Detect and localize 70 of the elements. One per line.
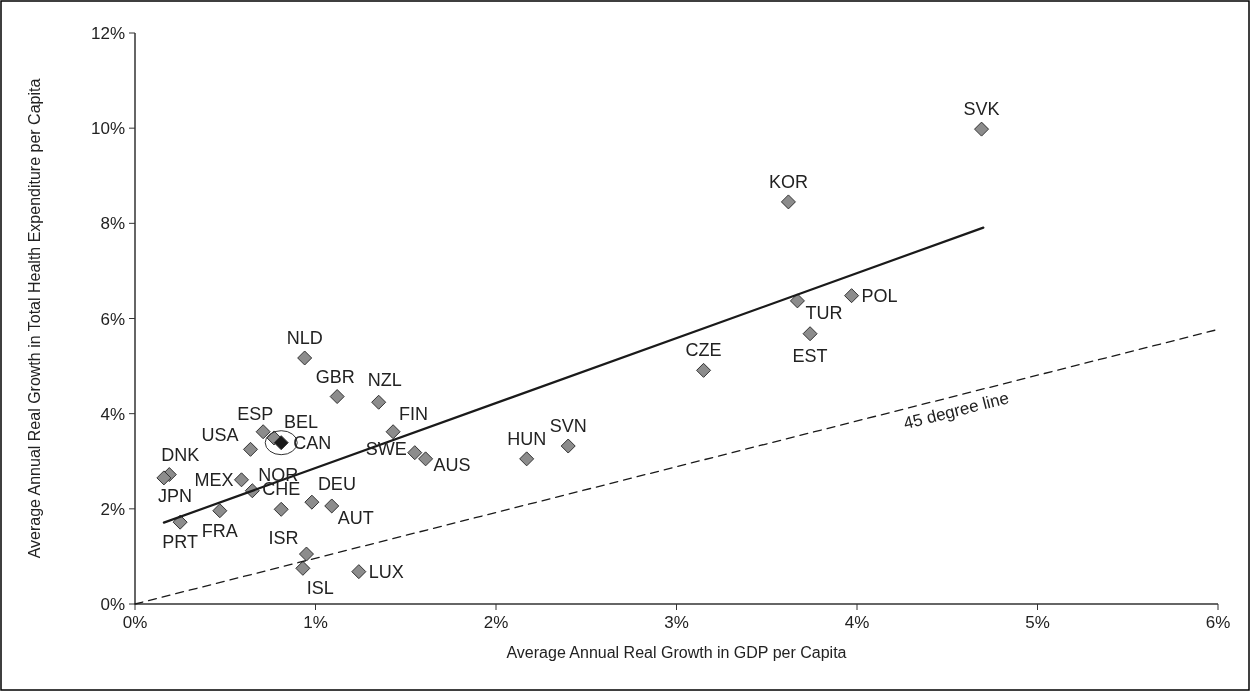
x-tick-label: 4% <box>844 613 870 632</box>
point <box>696 362 712 378</box>
annotation: LUX <box>368 561 404 582</box>
y-tick-label: 8% <box>100 214 125 234</box>
point <box>295 560 311 576</box>
y-axis-title: Average Annual Real Growth in Total Health Expenditure per Capita <box>26 78 43 559</box>
point <box>418 451 434 467</box>
point <box>974 121 990 137</box>
annotation: USA <box>201 425 239 446</box>
x-tick-label: 3% <box>664 613 689 632</box>
point <box>255 424 271 440</box>
annotation: POL <box>861 285 898 306</box>
point <box>329 389 345 405</box>
annotation: ISR <box>268 528 299 549</box>
point <box>212 503 228 519</box>
x-tick-label: 1% <box>303 613 328 632</box>
annotation: FRA <box>201 520 238 541</box>
point <box>789 293 805 309</box>
x-tick-label: 6% <box>1205 613 1231 632</box>
point <box>156 470 172 486</box>
annotation: SVK <box>963 99 1000 120</box>
point <box>780 194 796 210</box>
annotation: TUR <box>805 302 843 323</box>
annotation: PRT <box>162 532 198 553</box>
annotation: SVN <box>549 416 587 437</box>
annotation: ESP <box>237 403 274 424</box>
point <box>844 288 860 304</box>
point <box>234 472 249 488</box>
x-axis-title: Average Annual Real Growth in GDP per Capita <box>506 644 847 661</box>
point <box>407 445 423 461</box>
annotation: ISL <box>306 578 334 599</box>
y-tick-label: 0% <box>100 595 125 614</box>
x-tick-label: 5% <box>1025 613 1050 632</box>
annotation: NZL <box>367 370 402 391</box>
point <box>297 350 313 366</box>
point <box>351 564 367 580</box>
annotation: AUS <box>433 454 471 475</box>
y-tick-label: 2% <box>100 499 125 519</box>
annotation: DNK <box>161 444 200 465</box>
annotation: KOR <box>768 171 808 192</box>
point <box>324 498 340 514</box>
annotation: NLD <box>286 327 323 348</box>
point <box>519 451 535 467</box>
y-tick-label: 6% <box>100 309 125 329</box>
annotation: EST <box>792 345 828 366</box>
point <box>304 494 320 510</box>
annotation: MEX <box>194 469 234 490</box>
point <box>802 326 818 342</box>
annotation: DEU <box>317 474 356 495</box>
point <box>560 438 576 454</box>
annotation: GBR <box>315 366 355 387</box>
point <box>385 424 401 440</box>
annotation: SWE <box>365 438 407 459</box>
y-tick-label: 12% <box>90 24 125 43</box>
annotation: BEL <box>283 411 319 432</box>
y-tick-label: 10% <box>90 119 125 139</box>
point <box>371 394 387 410</box>
annotation: AUT <box>337 507 374 528</box>
annotation: 45 degree line <box>901 388 1011 434</box>
point <box>273 501 289 517</box>
y-tick-label: 4% <box>100 404 125 424</box>
point <box>298 546 314 562</box>
annotation: CAN <box>293 432 332 453</box>
point <box>243 441 259 457</box>
x-tick-label: 0% <box>122 613 148 632</box>
annotation: HUN <box>507 428 547 449</box>
x-tick-label: 2% <box>483 613 509 632</box>
annotation: JPN <box>157 485 192 506</box>
annotation: FIN <box>399 403 429 424</box>
annotation: CZE <box>685 340 722 361</box>
